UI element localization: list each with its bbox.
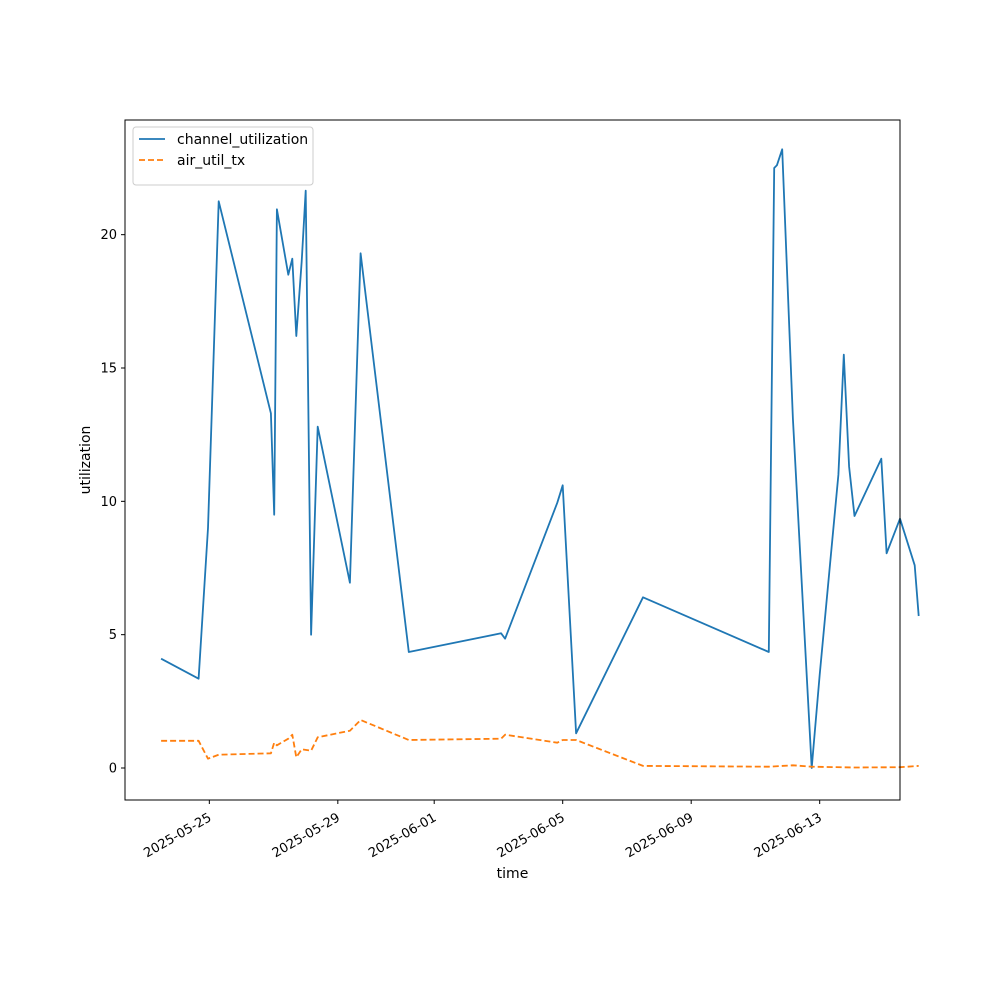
plot-area — [124, 119, 920, 801]
y-axis: 0 5 10 15 20 — [100, 228, 125, 777]
legend-box — [132, 126, 314, 186]
y-axis-label: utilization — [78, 426, 94, 495]
x-axis-label: time — [497, 866, 529, 882]
legend-label-air-util-tx: air_util_tx — [177, 153, 245, 169]
legend-label-channel-utilization: channel_utilization — [177, 132, 308, 148]
y-tick-label: 20 — [100, 228, 117, 243]
y-tick-label: 5 — [109, 628, 117, 643]
series-line-channel-utilization — [160, 148, 920, 769]
y-tick-label: 0 — [109, 762, 117, 777]
legend: channel_utilization air_util_tx — [132, 126, 314, 186]
y-tick-label: 10 — [100, 495, 117, 510]
y-tick-label: 15 — [100, 362, 117, 377]
series-layer — [160, 148, 920, 769]
plot-frame — [124, 119, 901, 801]
series-line-air-util-tx — [161, 719, 919, 769]
